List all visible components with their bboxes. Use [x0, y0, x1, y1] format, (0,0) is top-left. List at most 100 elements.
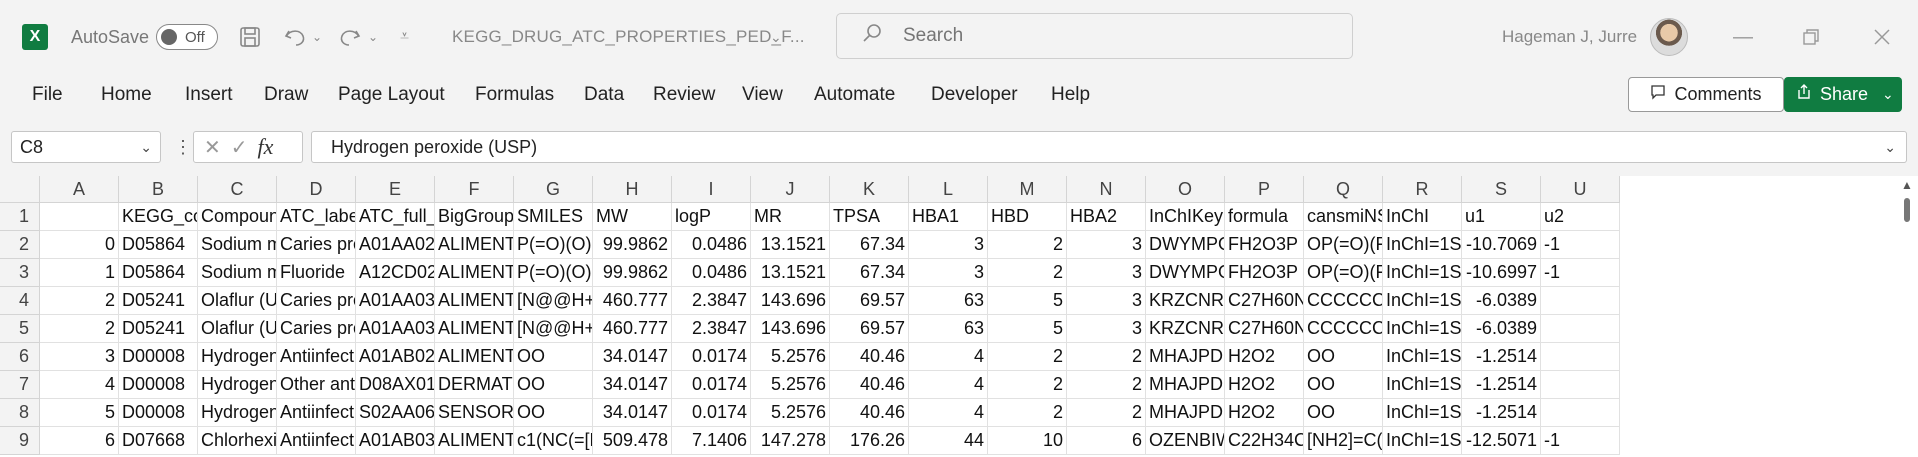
file-name[interactable]: KEGG_DRUG_ATC_PROPERTIES_PED_F...: [452, 27, 805, 46]
cell-s2[interactable]: -10.7069: [1462, 231, 1541, 259]
row-header-9[interactable]: 9: [0, 427, 40, 455]
cell-s5[interactable]: -6.0389: [1462, 315, 1541, 343]
cell-r3[interactable]: InChI=1S/F: [1383, 259, 1462, 287]
vertical-scrollbar[interactable]: ▲: [1896, 176, 1918, 457]
cell-a7[interactable]: 4: [40, 371, 119, 399]
cell-b4[interactable]: D05241: [119, 287, 198, 315]
cell-h2[interactable]: 99.9862: [593, 231, 672, 259]
cell-b3[interactable]: D05864: [119, 259, 198, 287]
cell-a8[interactable]: 5: [40, 399, 119, 427]
cell-k6[interactable]: 40.46: [830, 343, 909, 371]
cell-j1[interactable]: MR: [751, 203, 830, 231]
cell-b9[interactable]: D07668: [119, 427, 198, 455]
cell-j2[interactable]: 13.1521: [751, 231, 830, 259]
cell-u6[interactable]: [1541, 343, 1620, 371]
cell-a1[interactable]: [40, 203, 119, 231]
filename-chevron-down-icon[interactable]: ⌄: [770, 28, 782, 45]
cell-p1[interactable]: formula: [1225, 203, 1304, 231]
cell-j7[interactable]: 5.2576: [751, 371, 830, 399]
cell-s8[interactable]: -1.2514: [1462, 399, 1541, 427]
cell-q9[interactable]: [NH2]=C(N: [1304, 427, 1383, 455]
cell-i3[interactable]: 0.0486: [672, 259, 751, 287]
cell-j4[interactable]: 143.696: [751, 287, 830, 315]
cell-h5[interactable]: 460.777: [593, 315, 672, 343]
cell-c6[interactable]: Hydrogen: [198, 343, 277, 371]
cell-a2[interactable]: 0: [40, 231, 119, 259]
column-header-u[interactable]: U: [1541, 176, 1620, 203]
cell-h1[interactable]: MW: [593, 203, 672, 231]
cell-k2[interactable]: 67.34: [830, 231, 909, 259]
cell-l5[interactable]: 63: [909, 315, 988, 343]
column-header-d[interactable]: D: [277, 176, 356, 203]
cell-e9[interactable]: A01AB03: [356, 427, 435, 455]
column-header-n[interactable]: N: [1067, 176, 1146, 203]
cell-o2[interactable]: DWYMPO: [1146, 231, 1225, 259]
cell-b2[interactable]: D05864: [119, 231, 198, 259]
cell-g3[interactable]: P(=O)(O)(: [514, 259, 593, 287]
tab-automate[interactable]: Automate: [814, 84, 896, 105]
cell-g5[interactable]: [N@@H+](: [514, 315, 593, 343]
cell-s6[interactable]: -1.2514: [1462, 343, 1541, 371]
undo-dropdown-icon[interactable]: ⌄: [312, 30, 323, 44]
cell-o9[interactable]: OZENBIWI: [1146, 427, 1225, 455]
cell-k7[interactable]: 40.46: [830, 371, 909, 399]
column-header-j[interactable]: J: [751, 176, 830, 203]
cell-q8[interactable]: OO: [1304, 399, 1383, 427]
cell-e8[interactable]: S02AA06: [356, 399, 435, 427]
tab-review[interactable]: Review: [653, 84, 716, 105]
cell-d1[interactable]: ATC_label: [277, 203, 356, 231]
row-header-5[interactable]: 5: [0, 315, 40, 343]
cell-h9[interactable]: 509.478: [593, 427, 672, 455]
cell-m4[interactable]: 5: [988, 287, 1067, 315]
name-box[interactable]: C8 ⌄: [11, 131, 161, 163]
column-header-q[interactable]: Q: [1304, 176, 1383, 203]
cell-c2[interactable]: Sodium m: [198, 231, 277, 259]
cell-l6[interactable]: 4: [909, 343, 988, 371]
cell-i6[interactable]: 0.0174: [672, 343, 751, 371]
cell-g9[interactable]: c1(NC(=[N: [514, 427, 593, 455]
cell-s7[interactable]: -1.2514: [1462, 371, 1541, 399]
cell-l9[interactable]: 44: [909, 427, 988, 455]
cell-b8[interactable]: D00008: [119, 399, 198, 427]
cell-c5[interactable]: Olaflur (U: [198, 315, 277, 343]
cell-m5[interactable]: 5: [988, 315, 1067, 343]
cell-h8[interactable]: 34.0147: [593, 399, 672, 427]
cell-r6[interactable]: InChI=1S/H: [1383, 343, 1462, 371]
cell-r9[interactable]: InChI=1S/C: [1383, 427, 1462, 455]
cell-s4[interactable]: -6.0389: [1462, 287, 1541, 315]
more-options-icon[interactable]: ⋮: [174, 137, 192, 157]
cell-f9[interactable]: ALIMENTA: [435, 427, 514, 455]
cell-d2[interactable]: Caries pro: [277, 231, 356, 259]
cell-g8[interactable]: OO: [514, 399, 593, 427]
cell-c3[interactable]: Sodium m: [198, 259, 277, 287]
cell-k8[interactable]: 40.46: [830, 399, 909, 427]
cell-j5[interactable]: 143.696: [751, 315, 830, 343]
cell-h3[interactable]: 99.9862: [593, 259, 672, 287]
tab-help[interactable]: Help: [1051, 84, 1091, 105]
cell-u2[interactable]: -1: [1541, 231, 1620, 259]
column-header-r[interactable]: R: [1383, 176, 1462, 203]
cell-m9[interactable]: 10: [988, 427, 1067, 455]
tab-insert[interactable]: Insert: [185, 84, 233, 105]
share-chevron-down-icon[interactable]: ⌄: [1882, 86, 1894, 102]
cell-c4[interactable]: Olaflur (U: [198, 287, 277, 315]
cell-l1[interactable]: HBA1: [909, 203, 988, 231]
cell-u5[interactable]: [1541, 315, 1620, 343]
cell-l8[interactable]: 4: [909, 399, 988, 427]
cell-r8[interactable]: InChI=1S/H: [1383, 399, 1462, 427]
cell-r2[interactable]: InChI=1S/F: [1383, 231, 1462, 259]
cell-p6[interactable]: H2O2: [1225, 343, 1304, 371]
cell-c8[interactable]: Hydrogen: [198, 399, 277, 427]
row-header-8[interactable]: 8: [0, 399, 40, 427]
cell-f5[interactable]: ALIMENTA: [435, 315, 514, 343]
column-header-k[interactable]: K: [830, 176, 909, 203]
cell-p5[interactable]: C27H60N2: [1225, 315, 1304, 343]
row-header-7[interactable]: 7: [0, 371, 40, 399]
cell-i4[interactable]: 2.3847: [672, 287, 751, 315]
cell-d8[interactable]: Antiinfect: [277, 399, 356, 427]
tab-home[interactable]: Home: [101, 84, 152, 105]
column-header-b[interactable]: B: [119, 176, 198, 203]
cell-u3[interactable]: -1: [1541, 259, 1620, 287]
cell-o6[interactable]: MHAJPDPJ: [1146, 343, 1225, 371]
cell-s1[interactable]: u1: [1462, 203, 1541, 231]
